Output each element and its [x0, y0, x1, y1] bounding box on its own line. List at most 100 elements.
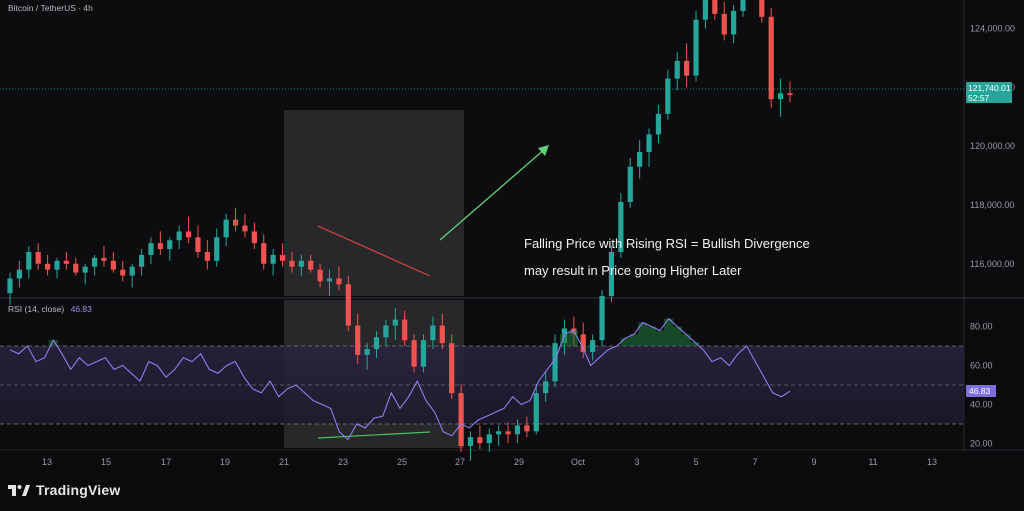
candle-body: [637, 152, 643, 167]
candle: [514, 419, 521, 444]
candle: [768, 7, 774, 108]
candle-body: [91, 257, 98, 267]
candle: [392, 307, 398, 341]
candle: [655, 104, 662, 144]
candle-body: [402, 319, 408, 341]
candle: [7, 272, 13, 305]
candle: [524, 416, 530, 438]
candle-body: [101, 257, 107, 261]
candle: [552, 334, 558, 388]
candle-body: [674, 60, 680, 79]
price-tick-label: 120,000.00: [970, 141, 1015, 151]
candle: [167, 237, 173, 261]
candle: [261, 234, 267, 270]
candle: [91, 254, 98, 276]
trend-arrow-line: [439, 147, 547, 241]
tradingview-logo[interactable]: TradingView: [8, 482, 120, 498]
candle-body: [298, 260, 304, 267]
candle: [627, 157, 633, 208]
candle-body: [759, 0, 765, 17]
candle-body: [63, 260, 69, 264]
candle-body: [684, 60, 690, 76]
candle: [467, 431, 474, 461]
candle-body: [618, 202, 624, 252]
candle-body: [185, 231, 192, 238]
candle: [138, 249, 145, 276]
candle-body: [439, 325, 445, 344]
candle-body: [383, 325, 389, 338]
candle-body: [336, 278, 342, 285]
candle-body: [345, 284, 351, 326]
candle: [637, 140, 643, 179]
candle: [712, 0, 718, 20]
candle-body: [110, 260, 116, 270]
time-tick-label: 23: [338, 457, 348, 467]
candle-body: [411, 340, 417, 367]
candle: [326, 269, 333, 297]
candle-body: [232, 219, 239, 226]
candle: [590, 334, 596, 361]
rsi-line: [9, 317, 791, 441]
candle-body: [242, 225, 248, 232]
last-price-value: 121,740.01: [968, 83, 1011, 93]
time-tick-label: Oct: [571, 457, 586, 467]
candle: [26, 246, 32, 279]
candle: [778, 78, 784, 117]
candle-body: [552, 343, 558, 382]
candle-body: [590, 340, 596, 352]
time-tick-label: 5: [693, 457, 698, 467]
candle-body: [693, 19, 699, 76]
candle: [148, 237, 154, 264]
price-axis-ticks: 124,000.00122,000.00120,000.00118,000.00…: [970, 24, 1015, 269]
candle: [345, 275, 351, 332]
candle-body: [326, 278, 333, 282]
candle-body: [665, 78, 671, 114]
time-tick-label: 7: [752, 457, 757, 467]
candle-body: [35, 251, 41, 264]
candle-body: [768, 16, 774, 100]
candle-body: [467, 437, 474, 447]
candle: [289, 251, 295, 273]
candle: [543, 372, 549, 402]
candle: [496, 425, 502, 447]
candle: [731, 5, 737, 44]
price-pane: [0, 0, 964, 296]
candle: [486, 428, 492, 452]
candle: [336, 266, 342, 291]
candle-body: [73, 263, 79, 273]
candle: [82, 263, 88, 285]
candle-body: [26, 251, 32, 270]
candle-body: [195, 237, 201, 252]
candle: [477, 425, 483, 449]
candle-body: [7, 278, 13, 294]
candle: [195, 225, 201, 258]
candle: [411, 334, 417, 373]
candle-body: [120, 269, 126, 276]
time-tick-label: 27: [455, 457, 465, 467]
candle: [373, 331, 380, 358]
candle-countdown: 52:57: [968, 93, 990, 103]
time-tick-label: 19: [220, 457, 230, 467]
candle: [740, 0, 746, 17]
candle-body: [486, 434, 492, 444]
candle-body: [580, 334, 586, 352]
candle: [383, 319, 389, 347]
annotation-line-1: Falling Price with Rising RSI = Bullish …: [524, 236, 810, 251]
candle-body: [289, 260, 295, 267]
candle-body: [251, 231, 257, 244]
candle-body: [646, 134, 652, 153]
candle-body: [176, 231, 182, 241]
candle-body: [740, 0, 746, 11]
rsi-value-badge: [966, 385, 996, 397]
candle: [787, 81, 793, 103]
candle: [317, 263, 323, 288]
candle-body: [364, 349, 370, 355]
price-divergence-line: [317, 225, 431, 277]
candle: [242, 213, 248, 238]
divergence-highlight-price: [284, 110, 464, 296]
candle: [599, 290, 605, 347]
candle-body: [524, 425, 530, 432]
candle-body: [279, 254, 286, 261]
candle-body: [721, 13, 727, 35]
